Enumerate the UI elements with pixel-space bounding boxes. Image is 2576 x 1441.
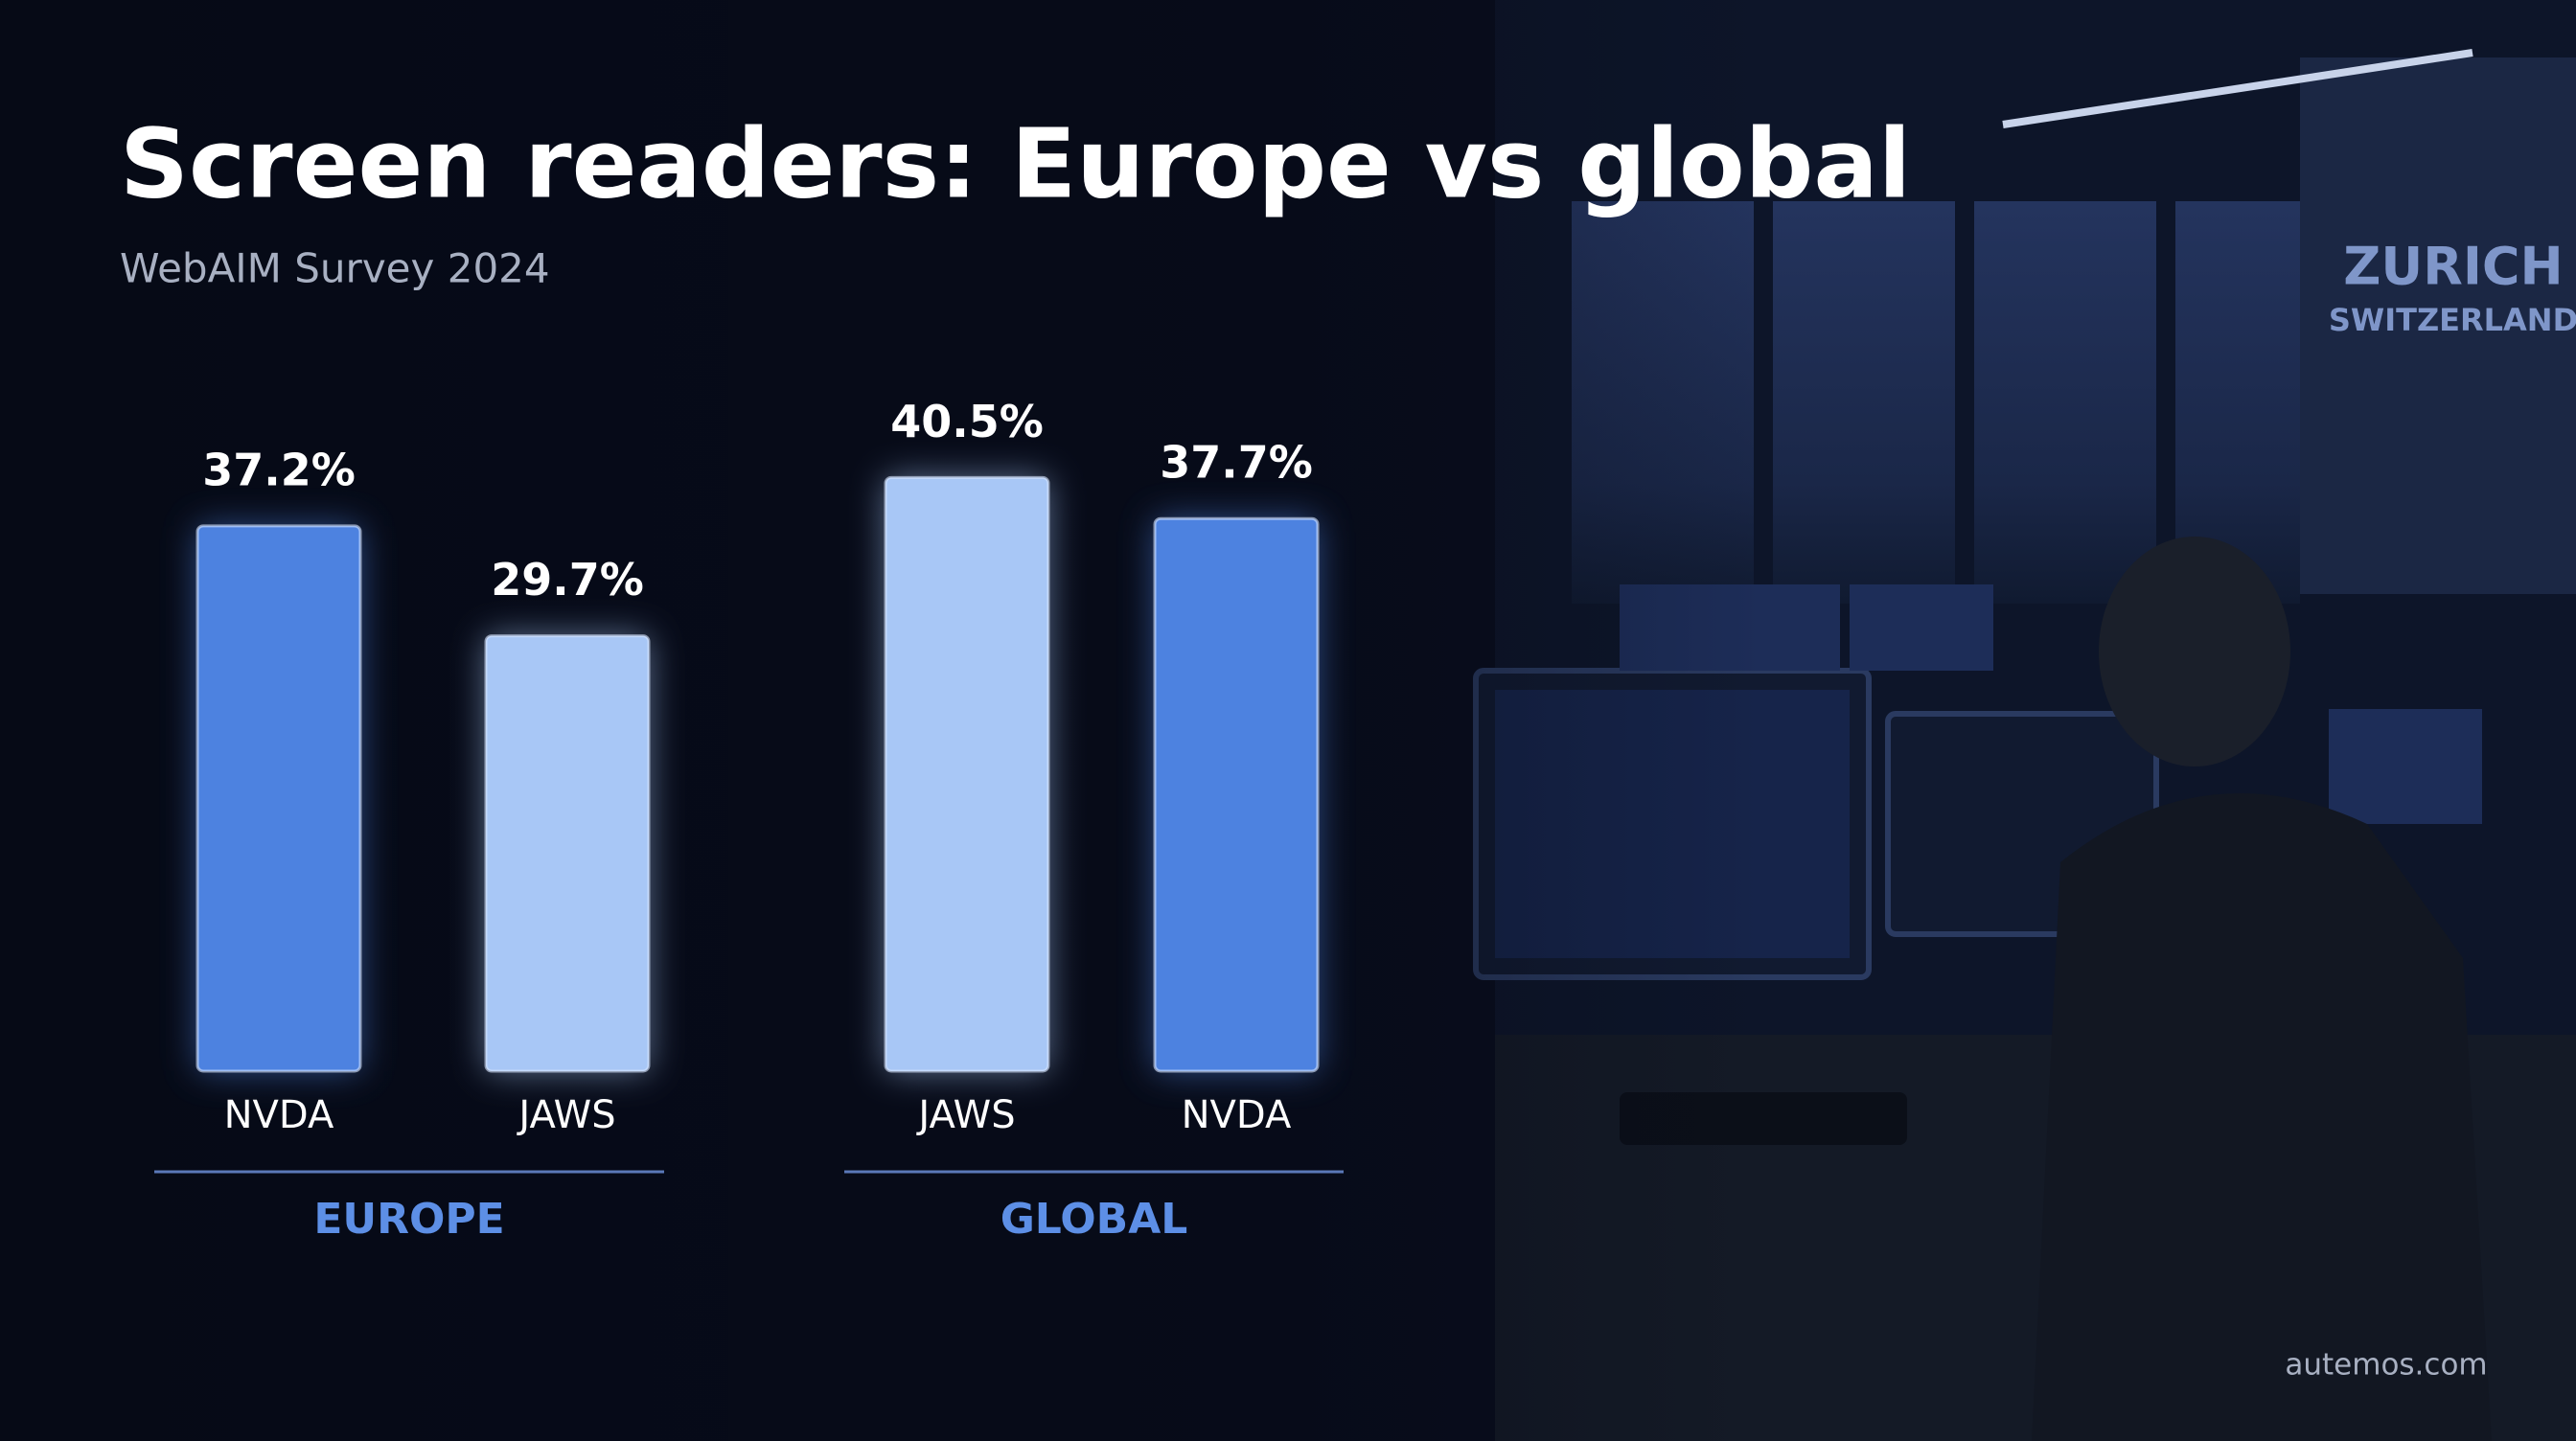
plot: 37.2% NVDA 29.7% JAWS EUROPE 40.5% JAWS 37.7% NV… bbox=[154, 396, 1344, 1244]
group-label: EUROPE bbox=[313, 1195, 504, 1244]
value-label: 37.2% bbox=[202, 444, 356, 495]
chart-title: Screen readers: Europe vs global bbox=[120, 107, 1911, 219]
bar bbox=[1153, 516, 1320, 1073]
value-label: 29.7% bbox=[491, 554, 644, 606]
bar bbox=[884, 475, 1050, 1073]
category-label: NVDA bbox=[1182, 1093, 1292, 1137]
group-label: GLOBAL bbox=[1000, 1195, 1188, 1244]
category-label: JAWS bbox=[915, 1093, 1015, 1137]
footer: autemos.com bbox=[2285, 1348, 2487, 1383]
sign-text: ZURICH bbox=[2343, 237, 2564, 297]
category-label: JAWS bbox=[516, 1093, 615, 1137]
bar bbox=[484, 634, 651, 1073]
chart-subtitle: WebAIM Survey 2024 bbox=[120, 245, 550, 292]
category-label: NVDA bbox=[224, 1093, 334, 1137]
bar bbox=[196, 524, 362, 1073]
value-label: 37.7% bbox=[1160, 437, 1313, 489]
value-label: 40.5% bbox=[890, 396, 1044, 447]
sign-text: SWITZERLAND bbox=[2329, 302, 2576, 338]
